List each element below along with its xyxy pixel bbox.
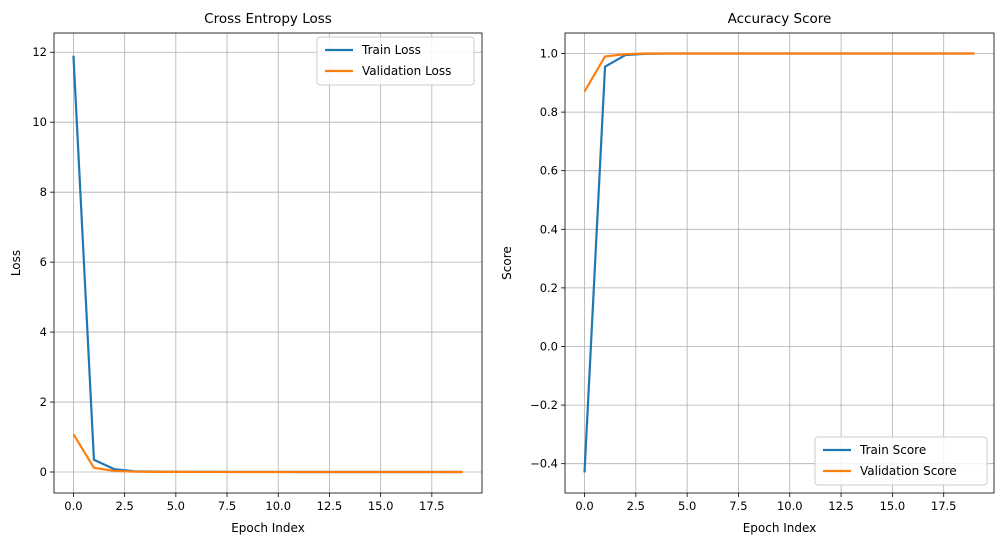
y-tick-label: 4	[40, 325, 47, 339]
x-tick-label: 5.0	[678, 499, 696, 513]
legend: Train Loss Validation Loss	[316, 36, 475, 86]
chart-title: Accuracy Score	[728, 11, 832, 27]
legend-label: Train Loss	[361, 43, 421, 57]
x-tick-label: 15.0	[880, 499, 906, 513]
chart-1: 0.0 2.5 5.0 7.5 10.0 12.5 15.0 17.5 0 2 4 6 8 10 12 Cro…	[9, 11, 483, 535]
legend: Train Score Validation Score	[814, 436, 988, 486]
y-tick-label: 0.0	[540, 340, 558, 354]
y-tick-label: 8	[40, 185, 47, 199]
y-tick-label: −0.4	[530, 457, 558, 471]
x-tick-label: 2.5	[627, 499, 645, 513]
legend-box	[814, 436, 988, 486]
x-tick-label: 5.0	[167, 499, 185, 513]
x-tick-label: 10.0	[777, 499, 803, 513]
y-tick-label: 0.8	[540, 105, 558, 119]
x-tick-label: 7.5	[729, 499, 747, 513]
x-tick-label: 0.0	[575, 499, 593, 513]
series-line-validation-loss	[72, 433, 463, 474]
axes-frame	[53, 32, 483, 494]
y-tick-label: 0.4	[540, 222, 558, 236]
x-axis-label: Epoch Index	[231, 521, 305, 535]
y-tick-label: 1.0	[540, 47, 558, 61]
legend-label: Validation Score	[860, 464, 957, 478]
x-tick-label: 17.5	[419, 499, 445, 513]
x-tick-label: 17.5	[931, 499, 957, 513]
x-tick-label: 15.0	[368, 499, 394, 513]
y-tick-label: 10	[32, 115, 47, 129]
legend-label: Validation Loss	[362, 64, 451, 78]
x-tick-label: 10.0	[265, 499, 291, 513]
y-tick-label: 2	[40, 395, 47, 409]
chart-title: Cross Entropy Loss	[204, 11, 332, 27]
y-tick-label: 0	[40, 465, 47, 479]
y-axis-label: Score	[500, 246, 514, 280]
y-tick-label: 0.6	[540, 164, 558, 178]
x-axis-label: Epoch Index	[743, 521, 817, 535]
series-line-validation-score	[583, 52, 975, 93]
series-line-train-loss	[72, 55, 463, 474]
legend-box	[316, 36, 475, 86]
y-tick-label: 6	[40, 255, 47, 269]
axes-frame	[564, 32, 995, 494]
x-tick-label: 7.5	[218, 499, 236, 513]
y-tick-label: 12	[32, 45, 47, 59]
legend-label: Train Score	[859, 443, 926, 457]
y-axis-label: Loss	[9, 250, 23, 276]
x-tick-label: 0.0	[64, 499, 82, 513]
x-tick-label: 12.5	[828, 499, 854, 513]
x-tick-label: 12.5	[317, 499, 343, 513]
series-line-train-score	[583, 52, 975, 473]
y-tick-label: −0.2	[530, 398, 558, 412]
chart-2: 0.0 2.5 5.0 7.5 10.0 12.5 15.0 17.5 −0.4 −0.2 0.0 0…	[500, 11, 995, 535]
y-tick-label: 0.2	[540, 281, 558, 295]
x-tick-label: 2.5	[116, 499, 134, 513]
